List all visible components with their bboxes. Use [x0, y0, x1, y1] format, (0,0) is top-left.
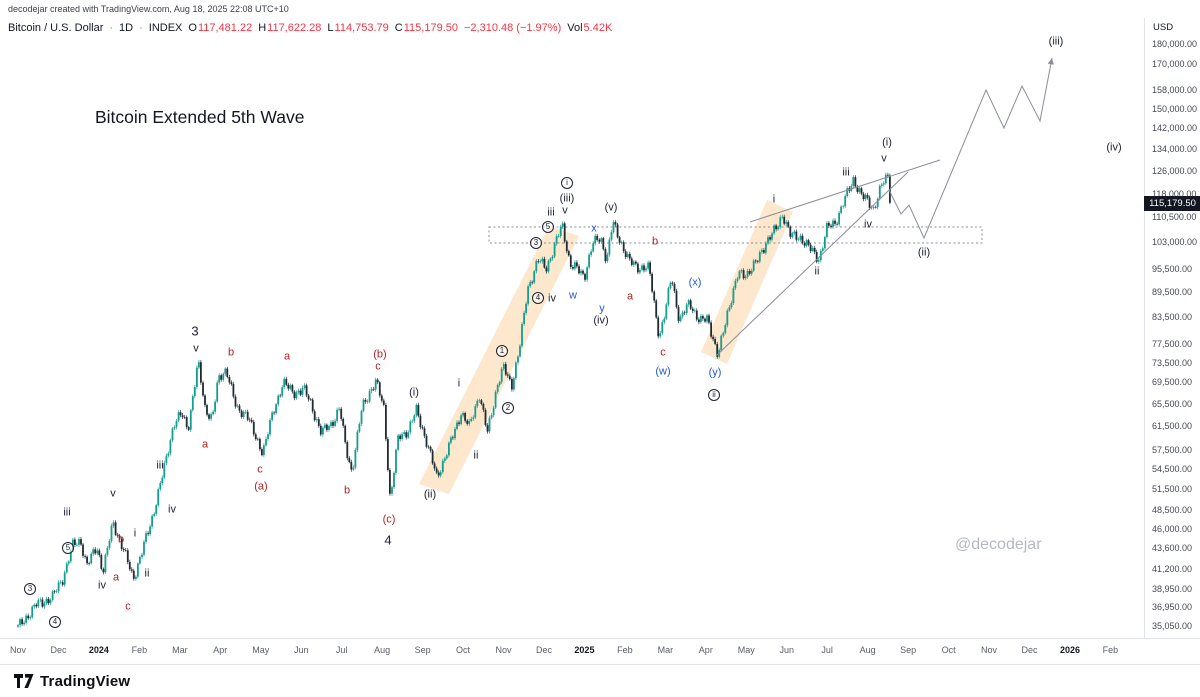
time-axis-label: Oct — [456, 645, 471, 655]
ohlc-open: O 117,481.22 — [188, 22, 253, 34]
time-axis-label: 2026 — [1059, 645, 1080, 655]
price-axis-label: 150,000.00 — [1152, 103, 1198, 114]
time-axis[interactable]: Nov Dec 2024 Feb Mar Apr May Jun Jul Aug Sep Oct Nov… — [0, 638, 1200, 665]
price-axis-label: 41,200.00 — [1152, 563, 1193, 574]
price-axis-label: 142,000.00 — [1152, 123, 1198, 134]
chart-title: Bitcoin Extended 5th Wave — [95, 107, 305, 127]
time-axis-label: Aug — [374, 645, 391, 655]
time-axis-label: 2025 — [574, 645, 595, 655]
separator-dot: · — [139, 22, 143, 34]
time-axis-label: Jun — [779, 645, 794, 655]
time-axis-label: Apr — [213, 645, 228, 655]
symbol-name[interactable]: Bitcoin / U.S. Dollar — [8, 22, 104, 34]
ohlc-low: L 114,753.79 — [327, 22, 389, 34]
volume: Vol 5.42K — [567, 22, 613, 34]
price-axis-label: 73,500.00 — [1152, 357, 1193, 368]
price-axis-label: 77,500.00 — [1152, 338, 1193, 349]
time-axis-label: May — [737, 645, 755, 655]
currency-label: USD — [1153, 22, 1174, 33]
separator-dot: · — [109, 22, 114, 34]
time-axis-label: Jul — [335, 645, 348, 655]
time-axis-label: Dec — [50, 645, 67, 655]
time-axis-label: Nov — [981, 645, 998, 655]
price-axis-label: 158,000.00 — [1152, 85, 1198, 96]
attribution-note: decodejar created with TradingView.com, … — [8, 4, 289, 14]
price-axis-label: 48,500.00 — [1152, 505, 1193, 516]
time-axis-label: Feb — [1102, 645, 1119, 655]
last-price-badge: 115,179.50 — [1144, 195, 1200, 211]
price-axis-label: 170,000.00 — [1152, 59, 1198, 70]
time-axis-label: Mar — [172, 645, 188, 655]
time-axis-label: May — [252, 645, 270, 655]
price-axis-label: 89,500.00 — [1152, 287, 1193, 298]
price-axis-label: 57,500.00 — [1152, 444, 1193, 455]
price-axis-label: 118,000.00 — [1152, 189, 1197, 200]
time-axis-label: Jun — [293, 645, 309, 655]
price-change: −2,310.48 (−1.97%) — [464, 22, 562, 34]
time-axis-label: Sep — [900, 645, 917, 655]
price-axis[interactable]: USD 180,000.00 170,000.00 158,000.00 150,00… — [1144, 18, 1200, 638]
author-watermark: @decodejar — [955, 536, 1042, 553]
time-axis-label: Jul — [821, 645, 833, 655]
price-axis-label: 61,500.00 — [1152, 420, 1193, 431]
price-axis-label: 69,500.00 — [1152, 377, 1193, 388]
price-axis-label: 83,500.00 — [1152, 312, 1193, 323]
time-axis-label: Oct — [941, 645, 956, 655]
ohlc-close: C 115,179.50 — [394, 22, 458, 34]
interval-label[interactable]: 1D — [119, 22, 134, 34]
time-axis-label: 2024 — [88, 645, 109, 655]
time-axis-label: Nov — [9, 645, 27, 655]
price-axis-label: 38,950.00 — [1152, 583, 1193, 594]
time-axis-label: Apr — [698, 645, 713, 655]
ohlc-high: H 117,622.28 — [258, 22, 322, 34]
price-axis-label: 35,050.00 — [1152, 621, 1193, 632]
time-axis-label: Dec — [535, 645, 552, 655]
time-axis-label: Aug — [859, 645, 876, 655]
time-axis-label: Dec — [1021, 645, 1038, 655]
price-axis-label: 126,000.00 — [1152, 165, 1198, 176]
price-axis-label: 43,600.00 — [1152, 543, 1193, 554]
price-axis-label: 54,500.00 — [1152, 463, 1193, 474]
price-axis-label: 36,950.00 — [1152, 602, 1193, 613]
price-axis-label: 51,500.00 — [1152, 484, 1193, 495]
tradingview-logo-icon[interactable] — [13, 673, 34, 689]
price-axis-label: 180,000.00 — [1152, 38, 1198, 49]
time-axis-label: Feb — [131, 645, 148, 655]
symbol-info-row: Bitcoin / U.S. Dollar · 1D · INDEX O 117,… — [8, 22, 612, 34]
price-axis-label: 134,000.00 — [1152, 143, 1198, 154]
price-axis-label: 110,500.00 — [1152, 212, 1197, 223]
price-axis-label: 95,500.00 — [1152, 264, 1193, 275]
tradingview-wordmark[interactable]: TradingView — [40, 672, 131, 690]
price-axis-label: 65,500.00 — [1152, 398, 1193, 409]
time-axis-label: Mar — [657, 645, 674, 655]
price-axis-label: 103,000.00 — [1152, 237, 1198, 248]
time-axis-label: Nov — [495, 645, 512, 655]
exchange-label: INDEX — [148, 22, 183, 34]
price-axis-label: 46,000.00 — [1152, 524, 1193, 535]
time-axis-label: Sep — [414, 645, 431, 655]
time-axis-label: Feb — [617, 645, 633, 655]
footer-bar: TradingView — [0, 664, 1200, 697]
